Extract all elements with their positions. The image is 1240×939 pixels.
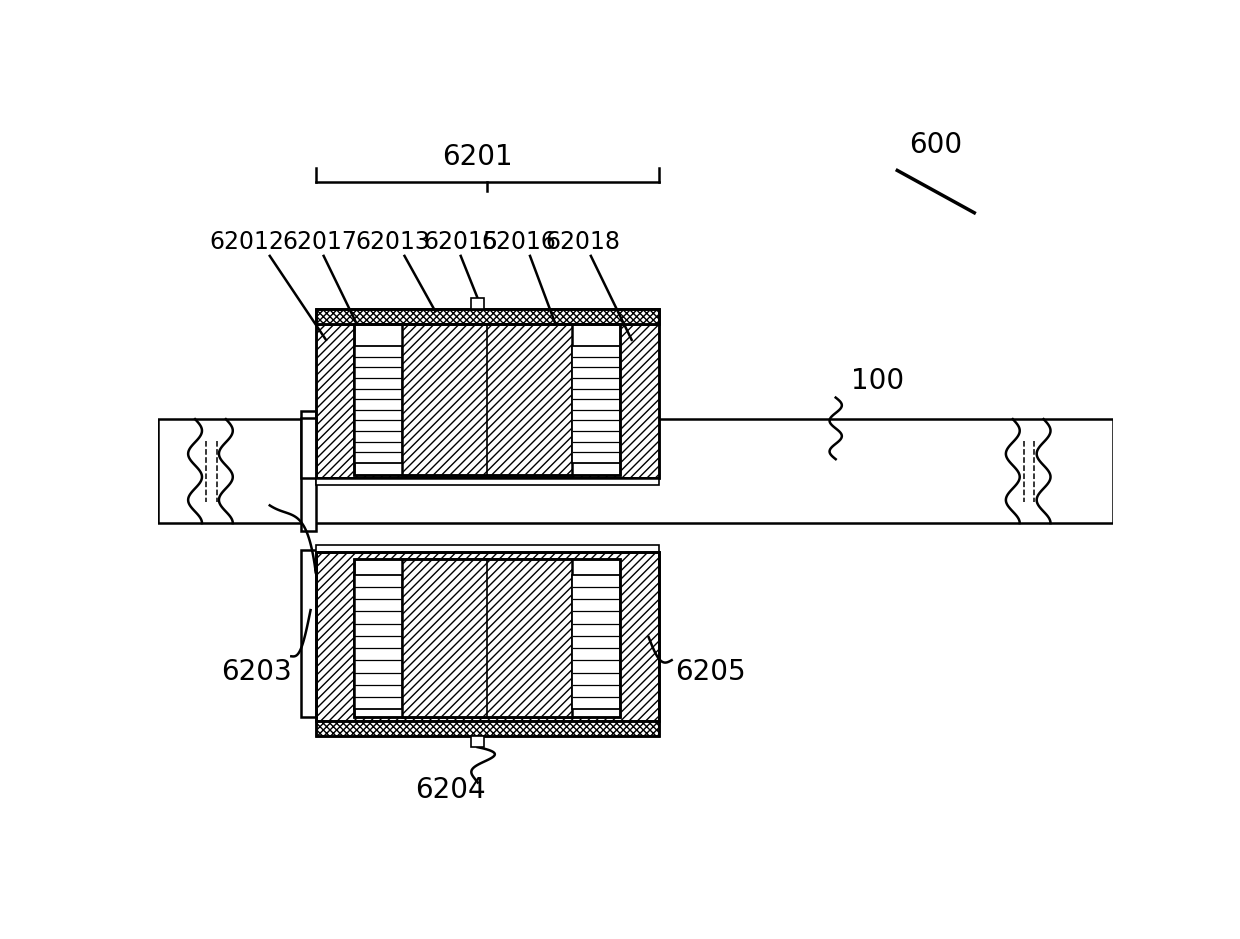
Text: 6205: 6205 bbox=[676, 657, 746, 685]
Bar bbox=[316, 551, 658, 736]
Text: 62012: 62012 bbox=[210, 230, 284, 254]
Bar bbox=[300, 411, 316, 531]
Text: 6201: 6201 bbox=[443, 144, 513, 171]
Bar bbox=[355, 575, 402, 710]
Bar bbox=[316, 309, 658, 325]
Bar bbox=[355, 325, 620, 474]
Bar bbox=[316, 479, 658, 485]
Bar bbox=[355, 325, 620, 474]
Bar bbox=[402, 325, 573, 474]
Text: 62017: 62017 bbox=[283, 230, 357, 254]
Bar bbox=[159, 419, 1112, 523]
Bar bbox=[355, 346, 402, 463]
Text: 100: 100 bbox=[851, 366, 904, 394]
Text: 62016: 62016 bbox=[481, 230, 556, 254]
Bar bbox=[316, 721, 658, 736]
Bar bbox=[355, 560, 620, 717]
Text: 6204: 6204 bbox=[415, 777, 486, 805]
Text: 600: 600 bbox=[909, 131, 962, 159]
Bar bbox=[300, 418, 316, 479]
Bar bbox=[316, 551, 658, 721]
Bar bbox=[316, 309, 658, 325]
Text: 6203: 6203 bbox=[221, 657, 293, 685]
Bar bbox=[316, 325, 658, 479]
Bar bbox=[471, 736, 484, 747]
Bar bbox=[355, 560, 620, 717]
Bar bbox=[402, 560, 573, 717]
Bar bbox=[300, 550, 316, 717]
Bar bbox=[316, 546, 658, 551]
Bar bbox=[573, 346, 620, 463]
Bar bbox=[471, 299, 484, 309]
Bar bbox=[316, 309, 658, 479]
Bar bbox=[573, 575, 620, 710]
Text: 62015: 62015 bbox=[423, 230, 498, 254]
Bar bbox=[316, 551, 658, 721]
Text: 62018: 62018 bbox=[546, 230, 621, 254]
Text: 62013: 62013 bbox=[356, 230, 430, 254]
